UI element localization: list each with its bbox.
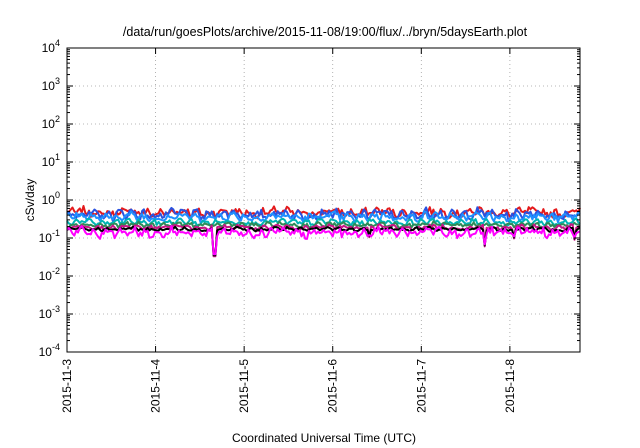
y-tick-label: 100	[42, 190, 60, 207]
x-tick-label: 2015-11-7	[414, 359, 428, 413]
x-tick-label: 2015-11-3	[60, 359, 74, 413]
y-tick-label: 102	[42, 114, 60, 131]
series-line	[66, 210, 581, 224]
grid	[67, 48, 580, 352]
series-layer	[66, 205, 581, 258]
y-tick-label: 103	[42, 76, 60, 93]
x-tick-label: 2015-11-8	[503, 359, 517, 413]
y-tick-label: 10-3	[39, 304, 60, 321]
series-line	[66, 225, 581, 257]
series-line	[66, 206, 581, 223]
series-line	[66, 224, 581, 256]
y-axis-label: cSv/day	[23, 179, 37, 222]
y-axis-ticks: 10-4 10-3 10-2 10-1 100 101 102 103 104	[39, 38, 580, 359]
y-tick-label: 10-2	[39, 266, 60, 283]
chart-title: /data/run/goesPlots/archive/2015-11-08/1…	[123, 25, 528, 39]
y-tick-label: 101	[42, 152, 60, 169]
y-tick-label: 10-1	[39, 228, 60, 245]
x-axis-ticks: 2015-11-3 2015-11-4 2015-11-5 2015-11-6 2015…	[60, 48, 517, 413]
x-tick-label: 2015-11-4	[149, 359, 163, 413]
x-tick-label: 2015-11-5	[237, 359, 251, 413]
x-axis-label: Coordinated Universal Time (UTC)	[232, 431, 416, 445]
y-tick-label: 10-4	[39, 342, 60, 359]
x-tick-label: 2015-11-6	[326, 359, 340, 413]
y-tick-label: 104	[42, 38, 60, 55]
